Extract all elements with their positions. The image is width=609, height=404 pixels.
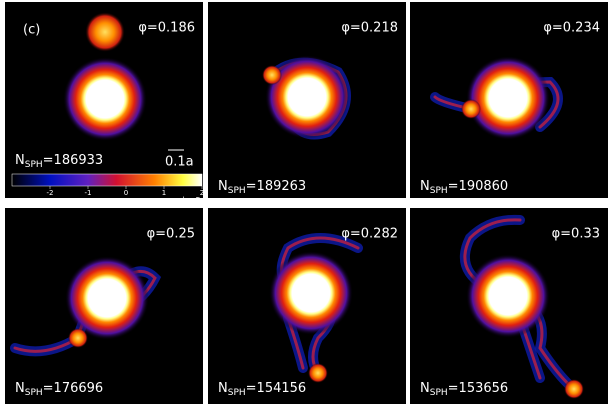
particle-count-count: =154156: [246, 381, 307, 396]
companion-star: [564, 379, 584, 399]
phase-label: φ=0.282: [341, 227, 398, 242]
panel: φ=0.25 NSPH=176696: [5, 208, 203, 404]
phase-label: φ=0.186: [138, 21, 195, 36]
panel: φ=0.218 NSPH=189263: [208, 2, 406, 198]
scale-bar-label: 0.1a: [165, 155, 194, 170]
primary-star: [466, 56, 550, 140]
panel-label: (c): [23, 23, 40, 38]
particle-count-sub: SPH: [25, 160, 43, 170]
particle-count-sub: SPH: [228, 186, 246, 196]
phase-label: φ=0.33: [552, 227, 600, 242]
particle-count: NSPH=153656: [420, 381, 508, 398]
particle-count: NSPH=189263: [218, 179, 306, 196]
particle-count-n: N: [218, 381, 228, 396]
phase-label: φ=0.218: [341, 21, 398, 36]
colorbar-tick-label: 1: [162, 189, 166, 197]
particle-count-count: =186933: [43, 153, 104, 168]
colorbar-tick-label: 0: [124, 189, 128, 197]
companion-star: [308, 363, 328, 383]
particle-count-sub: SPH: [430, 388, 448, 398]
companion-star: [85, 12, 125, 52]
particle-count-n: N: [420, 179, 430, 194]
colorbar: [11, 173, 203, 187]
panel: φ=0.33 NSPH=153656: [410, 208, 608, 404]
particle-count-count: =190860: [448, 179, 509, 194]
panel: φ=0.282 NSPH=154156: [208, 208, 406, 404]
primary-star: [265, 55, 349, 139]
phase-label: φ=0.234: [543, 21, 600, 36]
particle-count: NSPH=176696: [15, 381, 103, 398]
companion-star: [461, 99, 481, 119]
particle-count-n: N: [218, 179, 228, 194]
particle-count-sub: SPH: [430, 186, 448, 196]
particle-count-n: N: [15, 153, 25, 168]
particle-count: NSPH=154156: [218, 381, 306, 398]
particle-count-sub: SPH: [25, 388, 43, 398]
companion-star: [262, 65, 282, 85]
particle-count-n: N: [15, 381, 25, 396]
colorbar-tick-label: -2: [47, 189, 54, 197]
colorbar-label: log Σ: [183, 196, 200, 204]
particle-count-count: =176696: [43, 381, 104, 396]
particle-count-count: =153656: [448, 381, 509, 396]
colorbar-tick-label: -1: [85, 189, 92, 197]
particle-count-count: =189263: [246, 179, 307, 194]
primary-star: [466, 254, 550, 338]
primary-star: [65, 256, 149, 340]
primary-star: [63, 57, 147, 141]
phase-label: φ=0.25: [147, 227, 195, 242]
companion-star: [68, 328, 88, 348]
particle-count: NSPH=190860: [420, 179, 508, 196]
colorbar-tick-label: 2: [200, 189, 204, 197]
particle-count: NSPH=186933: [15, 153, 103, 170]
particle-count-sub: SPH: [228, 388, 246, 398]
particle-count-n: N: [420, 381, 430, 396]
primary-star: [269, 251, 353, 335]
panel: φ=0.234 NSPH=190860: [410, 2, 608, 198]
